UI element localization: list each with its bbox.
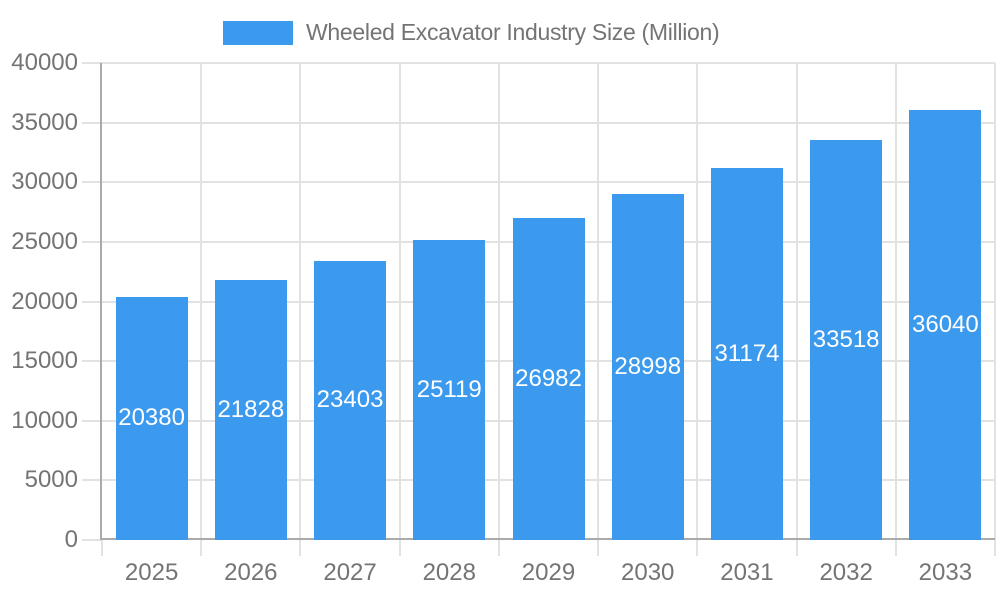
x-axis-tick: [398, 540, 401, 556]
x-axis-tick-label: 2033: [918, 559, 973, 586]
y-axis-tick: [82, 181, 102, 184]
bar-2028: 25119: [413, 240, 486, 540]
grid-line-horizontal: [102, 62, 995, 64]
bar-2033: 36040: [909, 110, 982, 540]
x-axis-tick: [696, 540, 699, 556]
x-axis-tick-label: 2027: [323, 559, 377, 586]
y-axis-tick: [82, 479, 102, 482]
bar-value-label: 21828: [217, 395, 285, 423]
y-axis-tick: [82, 419, 102, 422]
x-axis-tick: [299, 540, 302, 556]
x-axis-tick-label: 2032: [819, 559, 873, 586]
bar-value-label: 36040: [912, 311, 979, 339]
bar-value-label: 25119: [416, 376, 482, 404]
x-axis-tick: [497, 540, 500, 556]
legend-swatch: [223, 20, 293, 45]
legend: Wheeled Excavator Industry Size (Million…: [223, 19, 720, 46]
y-axis-tick-label: 5000: [24, 466, 78, 494]
bar-2029: 26982: [512, 218, 585, 540]
bar-2031: 31174: [710, 168, 783, 540]
x-axis-tick-label: 2028: [422, 559, 476, 586]
bar-2026: 21828: [214, 279, 287, 540]
x-axis-tick-label: 2026: [224, 559, 278, 586]
bar-value-label: 33518: [812, 326, 880, 354]
y-axis-tick-label: 15000: [11, 347, 78, 375]
grid-line-horizontal: [102, 181, 995, 184]
x-axis-tick: [597, 540, 600, 556]
x-axis-tick: [101, 540, 103, 556]
x-axis-tick-label: 2025: [124, 559, 179, 586]
bar-2027: 23403: [314, 260, 387, 540]
y-axis-tick: [82, 62, 102, 64]
y-axis-tick: [82, 539, 102, 541]
x-axis-tick-label: 2029: [521, 559, 576, 586]
y-axis-tick-label: 25000: [11, 227, 78, 255]
bar-2032: 33518: [810, 140, 883, 540]
x-axis-tick-label: 2030: [621, 559, 675, 586]
y-axis-tick-label: 0: [64, 526, 78, 553]
bar-2025: 20380: [115, 296, 188, 540]
y-axis-tick-label: 30000: [11, 168, 78, 196]
bar-value-label: 28998: [614, 353, 682, 381]
bar-value-label: 31174: [714, 340, 780, 368]
y-axis-tick-label: 40000: [11, 49, 78, 76]
bar-value-label: 23403: [316, 386, 384, 414]
x-axis-tick-label: 2031: [720, 559, 774, 586]
x-axis-tick: [894, 540, 897, 556]
y-axis-tick-label: 10000: [11, 406, 78, 434]
bar-value-label: 20380: [118, 404, 185, 432]
y-axis-tick-label: 20000: [11, 287, 78, 315]
grid-line-vertical: [994, 63, 996, 540]
y-axis-tick-label: 35000: [11, 108, 78, 136]
y-axis-tick: [82, 121, 102, 124]
bar-2030: 28998: [611, 194, 684, 540]
legend-label: Wheeled Excavator Industry Size (Million…: [306, 19, 720, 45]
x-axis-tick: [795, 540, 798, 556]
x-axis-tick: [200, 540, 203, 556]
y-axis-line: [100, 63, 102, 540]
y-axis-tick: [82, 240, 102, 243]
grid-line-horizontal: [102, 121, 995, 124]
x-axis-tick: [994, 540, 996, 556]
y-axis-tick: [82, 360, 102, 363]
y-axis-tick: [82, 300, 102, 303]
bar-value-label: 26982: [515, 365, 582, 393]
